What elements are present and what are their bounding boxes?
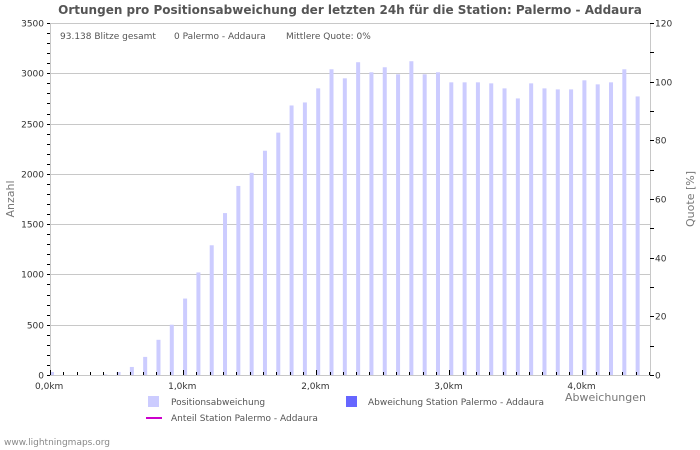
y2-tick-label: 40: [655, 255, 667, 265]
bar: [396, 74, 401, 375]
bar: [409, 61, 414, 376]
y-tick-label: 1500: [21, 221, 44, 231]
bar: [595, 84, 600, 375]
bar: [249, 172, 254, 375]
chart-title: Ortungen pro Positionsabweichung der let…: [58, 3, 642, 17]
x-axis-label: Abweichungen: [565, 391, 646, 404]
x-tick-label: 3,0km: [434, 382, 462, 392]
bar: [635, 96, 640, 375]
y-tick-label: 3500: [21, 20, 44, 30]
y2-tick-label: 20: [655, 313, 667, 323]
bar: [183, 298, 188, 375]
bar: [435, 72, 440, 375]
x-tick-label: 1,0km: [168, 382, 196, 392]
bar: [515, 98, 520, 375]
bar: [262, 150, 267, 375]
bar: [103, 374, 108, 375]
info-total: 93.138 Blitze gesamt: [60, 32, 156, 42]
bar: [502, 88, 507, 375]
footer-credit: www.lightningmaps.org: [4, 438, 110, 448]
y2-tick-label: 100: [655, 79, 672, 89]
bar: [609, 82, 614, 375]
bar: [569, 89, 574, 376]
bar: [555, 89, 560, 376]
bar: [156, 339, 161, 375]
gridlines: [50, 23, 650, 376]
bar: [276, 132, 281, 375]
bar: [236, 185, 241, 375]
bar: [369, 72, 374, 375]
legend-label-station-deviation: Abweichung Station Palermo - Addaura: [368, 398, 544, 408]
bar: [50, 371, 54, 375]
y2-tick-label: 80: [655, 137, 667, 147]
bar: [316, 88, 321, 375]
bar: [196, 272, 201, 375]
bar: [622, 69, 627, 376]
y2-tick-label: 120: [655, 20, 672, 30]
bar: [542, 88, 547, 375]
bar: [489, 83, 494, 375]
bar: [449, 82, 454, 375]
bar: [143, 356, 148, 375]
bar: [302, 102, 307, 376]
y-tick-label: 2500: [21, 121, 44, 131]
y-right-label: Quote [%]: [684, 171, 697, 227]
info-mean-quote: Mittlere Quote: 0%: [286, 32, 371, 42]
bar: [342, 78, 347, 376]
y2-tick-label: 60: [655, 196, 667, 206]
bar: [129, 366, 134, 375]
x-tick-label: 2,0km: [301, 382, 329, 392]
bar: [382, 67, 387, 375]
y-tick-label: 0: [38, 372, 44, 382]
bar: [529, 83, 534, 375]
legend-label-positionsabweichung: Positionsabweichung: [171, 398, 265, 408]
legend: Positionsabweichung Abweichung Station P…: [146, 396, 544, 424]
x-tick-label: 0,0km: [35, 382, 63, 392]
bar: [223, 213, 228, 375]
y-tick-label: 3000: [21, 70, 44, 80]
bar: [422, 74, 427, 375]
axes: 0 500 1000 1500 2000 2500 3000 3500 0 20 40 60 80 100…: [21, 20, 672, 393]
bar: [462, 82, 467, 375]
bar: [475, 82, 480, 375]
legend-label-station-share: Anteil Station Palermo - Addaura: [171, 414, 318, 424]
legend-swatch-positionsabweichung: [148, 396, 159, 407]
bars: [50, 61, 640, 376]
bar: [356, 62, 361, 375]
y-tick-label: 500: [27, 322, 44, 332]
bar: [116, 371, 121, 375]
bar: [329, 69, 334, 376]
bar: [209, 245, 214, 375]
info-station-count: 0 Palermo - Addaura: [174, 32, 266, 42]
y-tick-label: 1000: [21, 271, 44, 281]
y2-tick-label: 0: [655, 372, 661, 382]
x-tick-label: 4,0km: [567, 382, 595, 392]
bar: [169, 324, 174, 375]
legend-swatch-station-deviation: [346, 396, 357, 407]
bar: [289, 105, 294, 376]
y-tick-label: 2000: [21, 171, 44, 181]
bar: [582, 80, 587, 375]
y-left-label: Anzahl: [4, 180, 17, 217]
